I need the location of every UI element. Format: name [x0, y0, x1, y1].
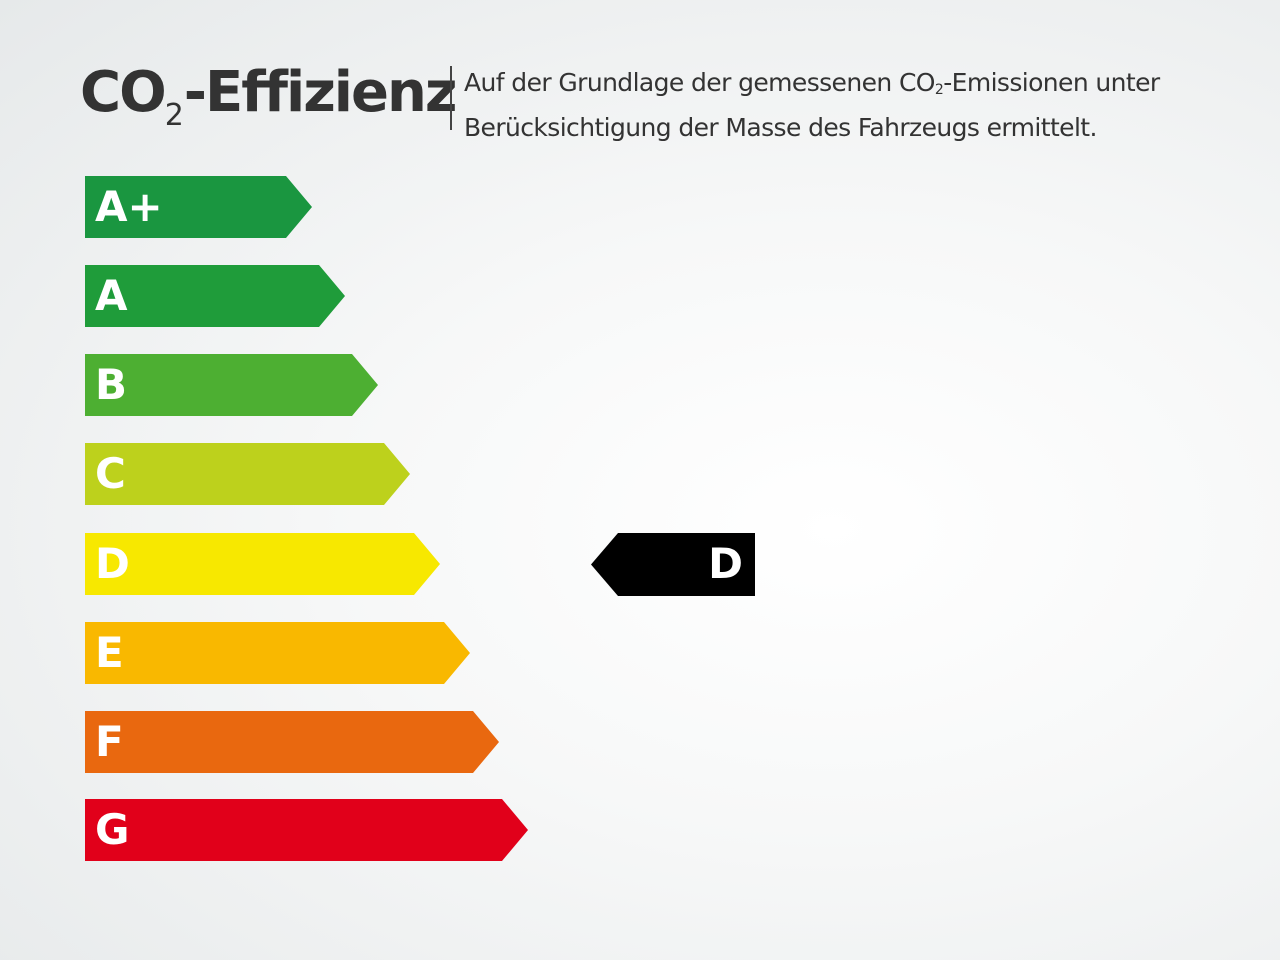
desc-text: Auf der Grundlage der gemessenen CO	[464, 68, 935, 97]
class-bar-f: F	[85, 711, 499, 773]
class-bar-e: E	[85, 622, 470, 684]
page-title: CO2-Effizienz	[80, 60, 458, 133]
class-bar-a-plus: A+	[85, 176, 312, 238]
description-line-2: Berücksichtigung der Masse des Fahrzeugs…	[464, 113, 1097, 142]
class-label: F	[95, 717, 124, 766]
title-suffix: -Effizienz	[183, 60, 458, 125]
class-bar-b: B	[85, 354, 378, 416]
class-bar-g: G	[85, 799, 528, 861]
class-label: D	[95, 539, 130, 588]
title-prefix: CO	[80, 60, 167, 125]
desc-subscript: 2	[934, 82, 944, 98]
class-label: A	[95, 271, 128, 320]
divider	[450, 66, 452, 130]
class-bar-d: D	[85, 533, 440, 595]
rating-marker: D	[591, 533, 755, 596]
class-bar-c: C	[85, 443, 410, 505]
description-line-1: Auf der Grundlage der gemessenen CO2-Emi…	[464, 64, 1160, 109]
title-subscript: 2	[164, 98, 184, 133]
description: Auf der Grundlage der gemessenen CO2-Emi…	[464, 64, 1160, 146]
desc-text: -Emissionen unter	[943, 68, 1160, 97]
class-label: C	[95, 449, 126, 498]
class-label: G	[95, 805, 130, 854]
class-bar-a: A	[85, 265, 345, 327]
class-label: A+	[95, 182, 163, 231]
class-label: B	[95, 360, 128, 409]
class-label: E	[95, 628, 124, 677]
rating-label: D	[708, 539, 743, 588]
